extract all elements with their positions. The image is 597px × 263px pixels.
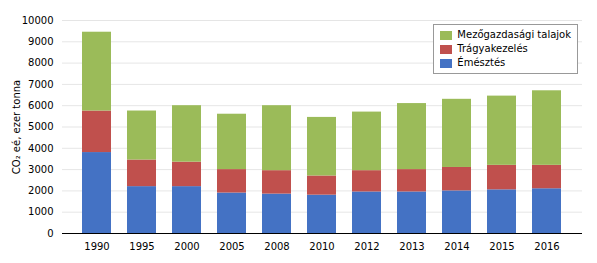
- svg-text:3000: 3000: [28, 164, 53, 175]
- svg-text:2008: 2008: [264, 241, 289, 252]
- svg-text:5000: 5000: [28, 121, 53, 132]
- svg-text:2005: 2005: [219, 241, 244, 252]
- html-text:Mezőgazdasági talajok: Mezőgazdasági talajok: [457, 29, 571, 40]
- html-text:Émésztés: Émésztés: [457, 57, 506, 68]
- svg-text:1995: 1995: [129, 241, 154, 252]
- svg-text:2000: 2000: [174, 241, 199, 252]
- svg-text:4000: 4000: [28, 143, 53, 154]
- svg-text:7000: 7000: [28, 79, 53, 90]
- svg-text:2010: 2010: [309, 241, 334, 252]
- svg-text:10000: 10000: [22, 15, 54, 26]
- svg-text:2016: 2016: [534, 241, 559, 252]
- svg-text:2013: 2013: [399, 241, 424, 252]
- svg-text:2012: 2012: [354, 241, 379, 252]
- svg-text:0: 0: [47, 228, 53, 239]
- svg-text:9000: 9000: [28, 36, 53, 47]
- svg-text:2000: 2000: [28, 185, 53, 196]
- svg-text:2014: 2014: [444, 241, 469, 252]
- svg-text:8000: 8000: [28, 57, 53, 68]
- svg-text:2015: 2015: [489, 241, 514, 252]
- svg-text:6000: 6000: [28, 100, 53, 111]
- svg-text:CO₂ eé, ezer tonna: CO₂ eé, ezer tonna: [11, 80, 22, 174]
- svg-text:1000: 1000: [28, 206, 53, 217]
- html-text:Trágyakezelés: Trágyakezelés: [457, 43, 528, 54]
- svg-text:1990: 1990: [84, 241, 109, 252]
